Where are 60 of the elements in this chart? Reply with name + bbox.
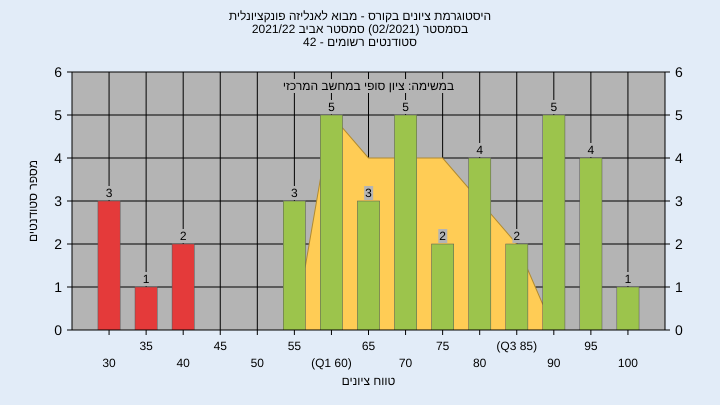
bar bbox=[431, 244, 454, 330]
x-tick-label: (Q3 85) bbox=[496, 339, 538, 353]
bar bbox=[580, 158, 602, 330]
y-tick-label: 5 bbox=[54, 107, 62, 123]
x-tick-label: 75 bbox=[436, 339, 450, 353]
data-label: 3 bbox=[291, 186, 298, 200]
x-tick-label: 80 bbox=[473, 356, 487, 370]
y-tick-label: 4 bbox=[54, 150, 62, 166]
y-axis-title: מספר סטודנטים bbox=[26, 160, 40, 242]
x-tick-label: (Q1 60) bbox=[311, 356, 352, 370]
bar bbox=[616, 286, 640, 330]
y2-tick-label: 3 bbox=[675, 193, 683, 209]
bar bbox=[468, 158, 492, 330]
x-tick-label: 95 bbox=[584, 339, 598, 353]
x-tick-label: 55 bbox=[288, 339, 302, 353]
bar bbox=[320, 114, 343, 330]
chart-title: היסטוגרמת ציונים בקורס - מבוא לאנליזה פונקציונלית bbox=[228, 9, 492, 23]
y-tick-label: 0 bbox=[54, 322, 62, 338]
x-tick-label: 45 bbox=[214, 339, 228, 353]
x-tick-label: 65 bbox=[362, 339, 376, 353]
y2-tick-label: 5 bbox=[675, 107, 683, 123]
bar bbox=[283, 200, 306, 330]
x-tick-label: 40 bbox=[176, 356, 190, 370]
y2-tick-label: 6 bbox=[675, 64, 683, 80]
y-tick-label: 2 bbox=[54, 236, 62, 252]
data-label: 1 bbox=[142, 272, 150, 286]
chart-subtitle: בסמסטר (02/2021) סמסטר אביב 2021/22 סטודנטים רשומים - 42 bbox=[252, 22, 468, 49]
x-tick-label: 70 bbox=[398, 356, 413, 370]
x-tick-label: 35 bbox=[139, 339, 154, 353]
bar bbox=[542, 114, 566, 330]
x-tick-label: 90 bbox=[547, 356, 561, 370]
bar bbox=[505, 244, 528, 330]
data-label: 5 bbox=[402, 100, 410, 114]
bar bbox=[357, 200, 380, 330]
data-label: 5 bbox=[550, 100, 558, 114]
annotation: במשימה: ציון סופי במחשב המרכזי bbox=[282, 79, 454, 93]
bar bbox=[394, 114, 417, 330]
bar bbox=[98, 200, 120, 330]
data-label: 3 bbox=[365, 186, 372, 200]
y2-tick-label: 0 bbox=[675, 322, 683, 338]
y-tick-label: 3 bbox=[54, 193, 62, 209]
y2-tick-label: 4 bbox=[675, 150, 683, 166]
x-tick-label: 100 bbox=[618, 356, 638, 370]
data-label: 2 bbox=[180, 229, 187, 243]
data-label: 5 bbox=[328, 100, 336, 114]
bar bbox=[134, 286, 158, 330]
data-label: 4 bbox=[588, 143, 595, 157]
y2-tick-label: 1 bbox=[675, 279, 683, 295]
x-axis-title: טווח ציונים bbox=[342, 374, 396, 388]
y2-tick-label: 2 bbox=[675, 236, 683, 252]
y-tick-label: 1 bbox=[54, 279, 62, 295]
data-label: 3 bbox=[106, 186, 113, 200]
data-label: 1 bbox=[624, 272, 632, 286]
bar bbox=[172, 244, 195, 330]
x-tick-label: 30 bbox=[102, 356, 116, 370]
data-label: 2 bbox=[439, 229, 446, 243]
data-label: 2 bbox=[513, 229, 520, 243]
data-label: 4 bbox=[476, 143, 484, 157]
y-tick-label: 6 bbox=[54, 64, 62, 80]
x-tick-label: 50 bbox=[250, 356, 264, 370]
